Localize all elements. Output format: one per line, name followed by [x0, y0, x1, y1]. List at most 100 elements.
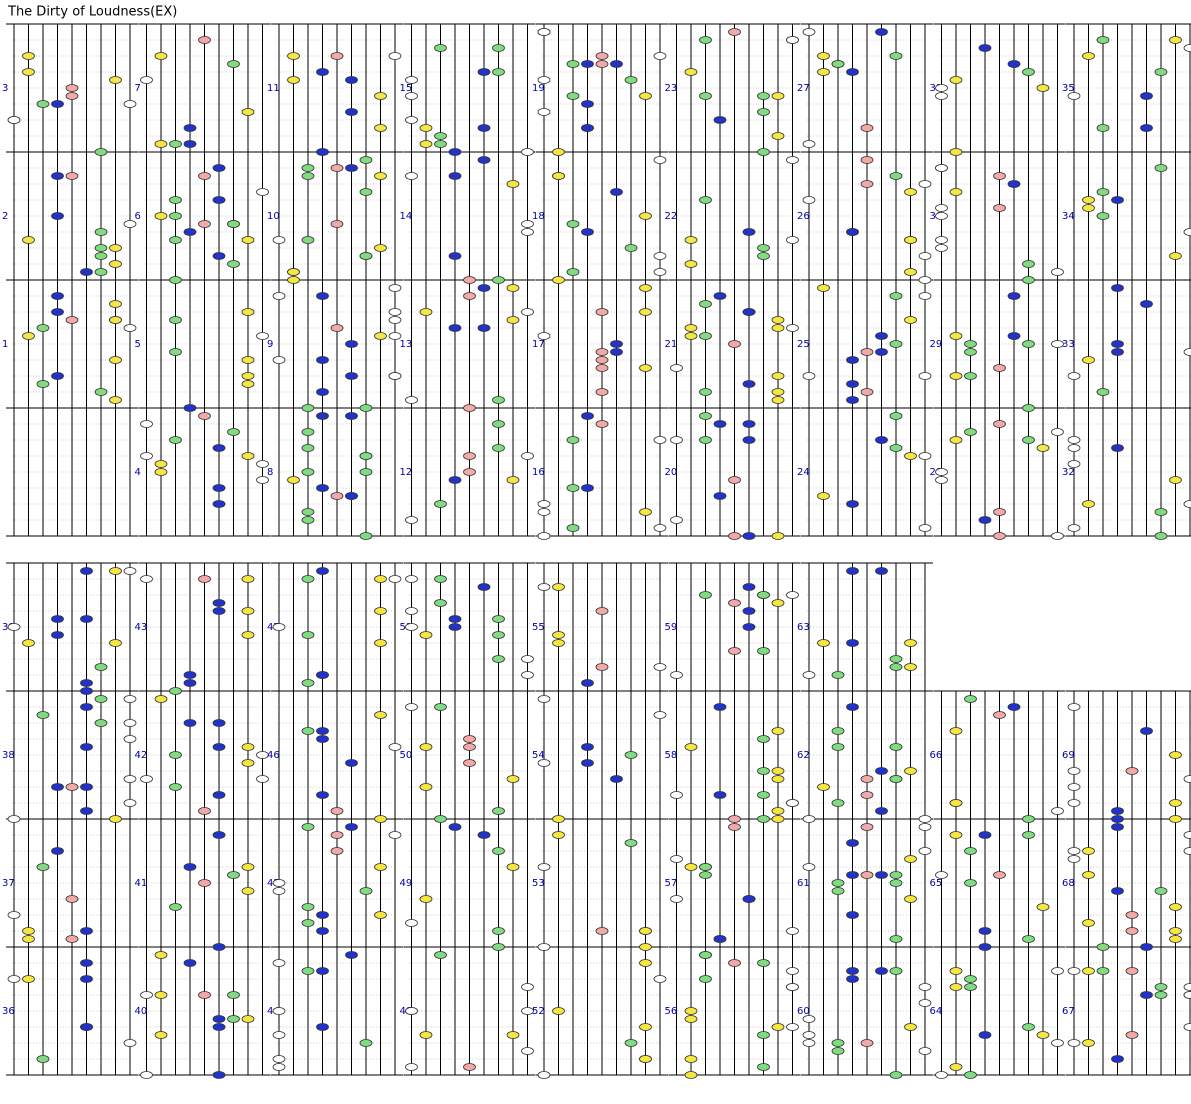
- note: [1183, 847, 1191, 855]
- note: [699, 196, 712, 204]
- measure-number: 2: [2, 211, 8, 222]
- note: [109, 244, 122, 252]
- note: [860, 156, 874, 164]
- note: [1067, 436, 1081, 444]
- note: [904, 452, 917, 460]
- measure-number: 33: [1062, 339, 1075, 350]
- note: [935, 84, 948, 92]
- note: [684, 332, 698, 340]
- note: [1051, 967, 1064, 975]
- note: [889, 655, 903, 663]
- note: [154, 695, 168, 703]
- note: [316, 356, 329, 364]
- note: [241, 607, 255, 615]
- note: [463, 404, 476, 412]
- note: [212, 484, 226, 492]
- note: [728, 340, 741, 348]
- note: [212, 1015, 226, 1023]
- note: [359, 532, 373, 540]
- note: [653, 436, 667, 444]
- note: [802, 28, 816, 36]
- note: [904, 855, 917, 863]
- note: [109, 396, 122, 404]
- note: [771, 372, 785, 380]
- note: [492, 927, 505, 935]
- note: [1111, 340, 1124, 348]
- note: [477, 831, 491, 839]
- note: [935, 92, 948, 100]
- note: [477, 583, 491, 591]
- note: [566, 484, 580, 492]
- note: [301, 164, 315, 172]
- note: [345, 164, 358, 172]
- note: [463, 468, 476, 476]
- note: [610, 60, 623, 68]
- note: [154, 951, 168, 959]
- note: [359, 156, 373, 164]
- note: [492, 444, 505, 452]
- note: [1067, 372, 1081, 380]
- note: [757, 815, 770, 823]
- measure-number: 43: [135, 622, 148, 633]
- note: [699, 436, 712, 444]
- note: [521, 1047, 534, 1055]
- note: [434, 575, 447, 583]
- note: [212, 1023, 226, 1031]
- note: [537, 863, 551, 871]
- measure-number: 49: [400, 878, 413, 889]
- measure-number: 63: [797, 622, 810, 633]
- note: [448, 324, 462, 332]
- note: [728, 647, 741, 655]
- note: [771, 727, 785, 735]
- note: [198, 575, 211, 583]
- note: [684, 1007, 698, 1015]
- note: [1007, 180, 1021, 188]
- note: [1082, 52, 1095, 60]
- note: [1169, 751, 1182, 759]
- note: [846, 500, 859, 508]
- note: [241, 308, 255, 316]
- measure-number: 29: [930, 339, 943, 350]
- note: [653, 268, 667, 276]
- note: [123, 1039, 137, 1047]
- note: [316, 388, 329, 396]
- note: [1022, 935, 1035, 943]
- note: [566, 436, 580, 444]
- note: [786, 799, 799, 807]
- note: [212, 599, 226, 607]
- note: [374, 607, 387, 615]
- note: [964, 975, 977, 983]
- note: [918, 180, 932, 188]
- note: [94, 244, 108, 252]
- note: [949, 983, 963, 991]
- note: [918, 292, 932, 300]
- note: [198, 412, 211, 420]
- note: [123, 695, 137, 703]
- note: [241, 759, 255, 767]
- note: [94, 663, 108, 671]
- note: [272, 1031, 286, 1039]
- note: [699, 332, 712, 340]
- note: [978, 943, 992, 951]
- note: [345, 759, 358, 767]
- note: [65, 783, 79, 791]
- measure-number: 61: [797, 878, 810, 889]
- note: [802, 372, 816, 380]
- note: [316, 927, 329, 935]
- note: [581, 484, 594, 492]
- note: [272, 1007, 286, 1015]
- note: [566, 220, 580, 228]
- note: [935, 468, 948, 476]
- note: [36, 380, 50, 388]
- note: [256, 188, 269, 196]
- note: [301, 444, 315, 452]
- measure-number: 22: [665, 211, 678, 222]
- note: [875, 567, 888, 575]
- measure-number: 66: [930, 750, 943, 761]
- note: [301, 172, 315, 180]
- note: [935, 476, 948, 484]
- note: [65, 935, 79, 943]
- note: [388, 284, 402, 292]
- note: [227, 260, 240, 268]
- note: [419, 743, 433, 751]
